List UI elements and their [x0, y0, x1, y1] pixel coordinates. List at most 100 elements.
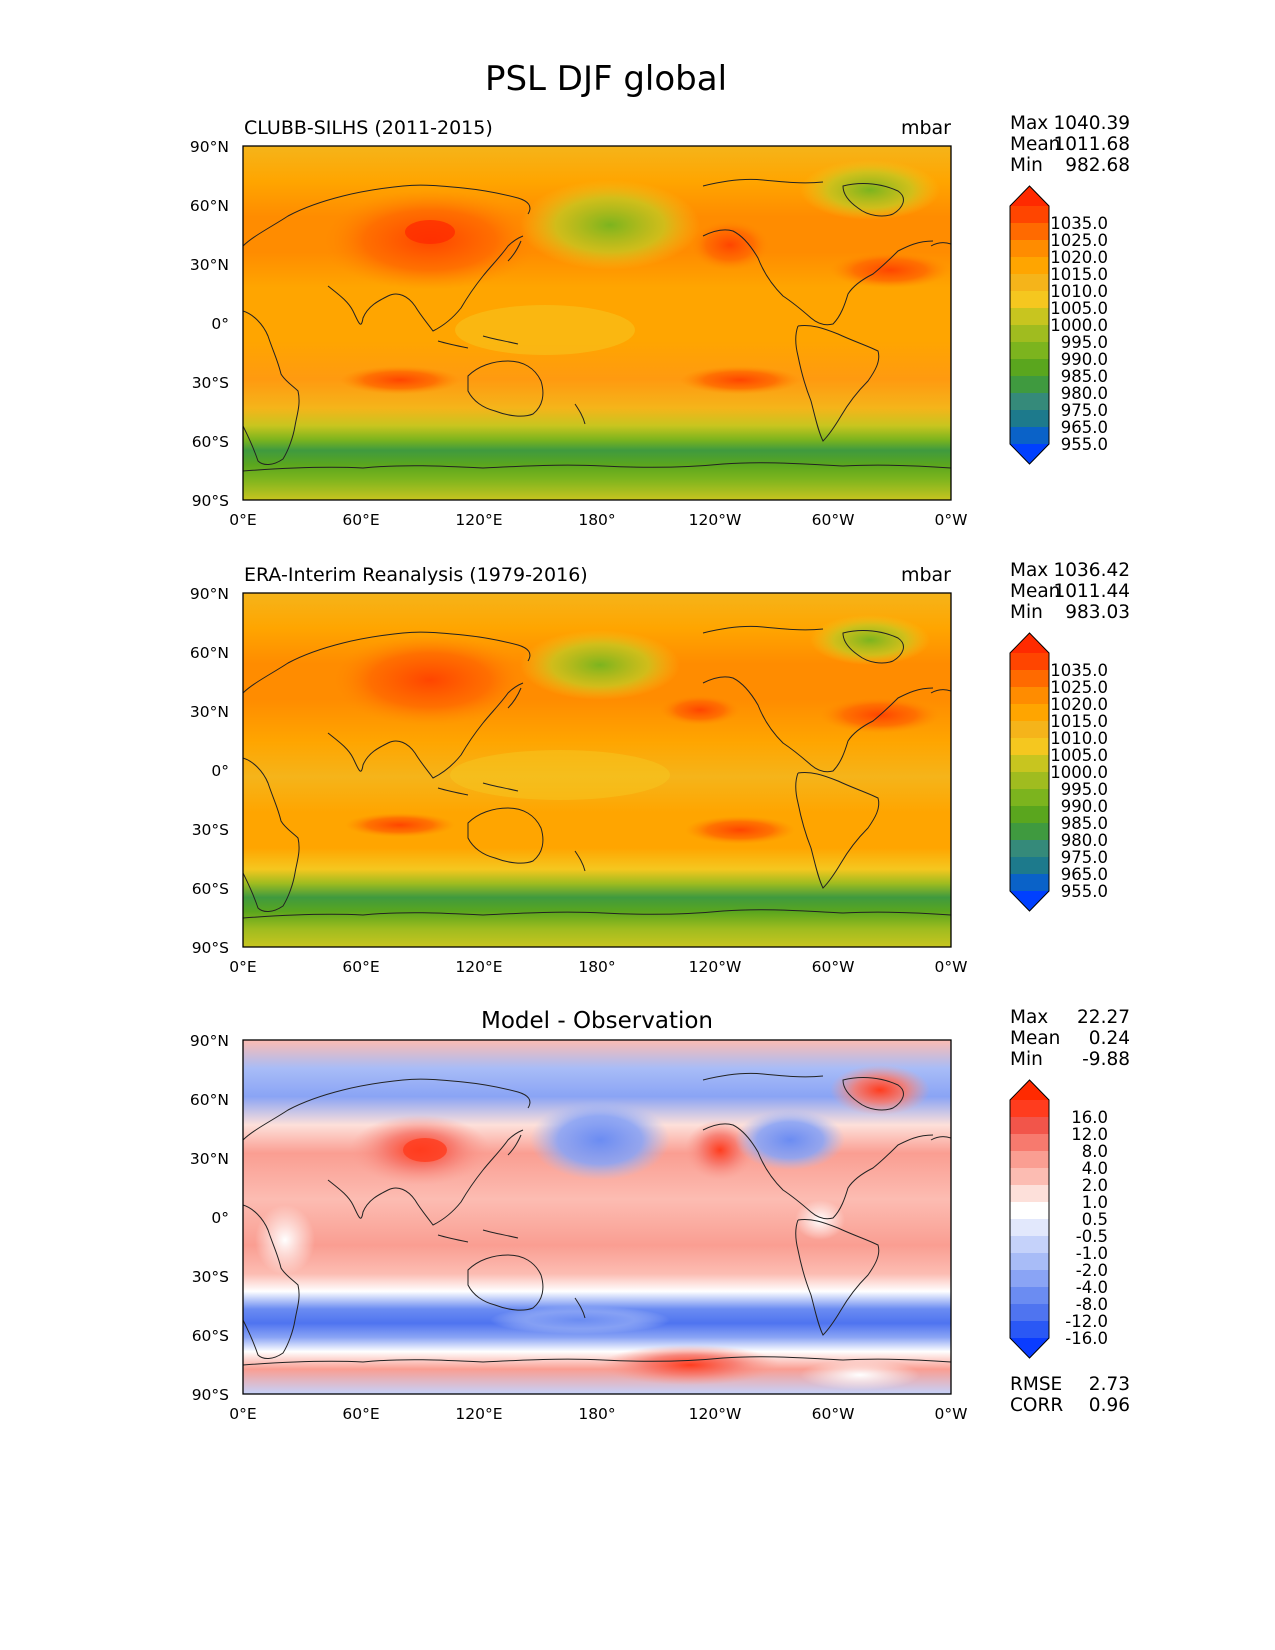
colorbar-segment: [1010, 1185, 1049, 1203]
colorbar-segment: [1010, 427, 1049, 445]
x-tick-label: 120°E: [455, 958, 502, 976]
stat-mean-label: Mean: [1010, 581, 1060, 602]
colorbar-extend-max: [1010, 633, 1049, 653]
stat-max-value: 1036.42: [1053, 560, 1130, 581]
colorbar-tick-label: 1020.0: [1050, 695, 1108, 714]
colorbar-tick-label: 995.0: [1061, 333, 1108, 352]
colorbar-tick-label: 980.0: [1061, 831, 1108, 850]
panel-model-units: mbar: [901, 117, 951, 139]
colorbar-extend-max: [1010, 186, 1049, 206]
colorbar-segment: [1010, 1253, 1049, 1271]
y-tick-label: 0°: [211, 1209, 229, 1227]
colorbar-tick-label: 965.0: [1061, 865, 1108, 884]
colorbar-segment: [1010, 823, 1049, 841]
y-tick-label: 60°N: [190, 1091, 229, 1109]
colorbar-tick-label: 8.0: [1082, 1142, 1108, 1161]
colorbar-segment: [1010, 1321, 1049, 1339]
colorbar-segment: [1010, 274, 1049, 292]
x-tick-label: 60°E: [342, 958, 379, 976]
stat-min-value: -9.88: [1082, 1049, 1130, 1070]
colorbar-tick-label: 1035.0: [1050, 661, 1108, 680]
y-tick-label: 90°N: [190, 138, 229, 156]
panel-obs-frame: [242, 592, 952, 948]
panel-model-frame: [242, 145, 952, 501]
colorbar-tick-label: -0.5: [1076, 1227, 1108, 1246]
colorbar-segment: [1010, 325, 1049, 343]
colorbar-outline: [1009, 185, 1050, 465]
panel-diff-map: [243, 1040, 951, 1394]
colorbar-tick-label: 1015.0: [1050, 265, 1108, 284]
colorbar-tick-label: 975.0: [1061, 848, 1108, 867]
y-tick-label: 90°S: [192, 492, 229, 510]
colorbar-segment: [1010, 223, 1049, 241]
panel-obs-x-ticks: 0°E 60°E 120°E 180° 120°W 60°W 0°W: [229, 958, 967, 976]
x-tick-label: 60°W: [812, 511, 855, 529]
colorbar-tick-label: 985.0: [1061, 367, 1108, 386]
colorbar-segment: [1010, 291, 1049, 309]
colorbar-segment: [1010, 1270, 1049, 1288]
colorbar-tick-label: 990.0: [1061, 797, 1108, 816]
colorbar-segment: [1010, 1287, 1049, 1305]
y-tick-label: 60°S: [192, 880, 229, 898]
y-tick-label: 30°S: [192, 1268, 229, 1286]
panel-obs-stats: Max 1036.42 Mean 1011.44 Min 983.03: [1010, 560, 1130, 623]
colorbar-tick-label: 4.0: [1082, 1159, 1108, 1178]
panel-model-y-ticks: 90°N 60°N 30°N 0° 30°S 60°S 90°S: [190, 138, 229, 510]
panel-obs: ERA-Interim Reanalysis (1979-2016) mbar …: [190, 560, 1130, 976]
colorbar-tick-label: -16.0: [1065, 1329, 1108, 1348]
x-tick-label: 120°W: [689, 958, 742, 976]
colorbar-tick-label: 1.0: [1082, 1193, 1108, 1212]
colorbar-tick-label: 975.0: [1061, 401, 1108, 420]
stat-min-label: Min: [1010, 1049, 1043, 1070]
panel-model-title: CLUBB-SILHS (2011-2015): [244, 117, 493, 139]
stat-corr-label: CORR: [1010, 1395, 1063, 1416]
colorbar-tick-label: -12.0: [1065, 1312, 1108, 1331]
colorbar-tick-label: 985.0: [1061, 814, 1108, 833]
colorbar-segment: [1010, 376, 1049, 394]
x-tick-label: 0°E: [229, 1405, 256, 1423]
colorbar-extend-max: [1010, 1080, 1049, 1100]
panel-obs-title: ERA-Interim Reanalysis (1979-2016): [244, 564, 588, 586]
y-tick-label: 90°N: [190, 1032, 229, 1050]
colorbar-tick-label: -4.0: [1076, 1278, 1108, 1297]
colorbar-segment: [1010, 1100, 1049, 1118]
stat-min-value: 982.68: [1065, 155, 1130, 176]
colorbar-segment: [1010, 1168, 1049, 1186]
colorbar-segment: [1010, 687, 1049, 705]
colorbar-extend-min: [1010, 444, 1049, 464]
colorbar-outline: [1009, 632, 1050, 912]
colorbar-segment: [1010, 721, 1049, 739]
y-tick-label: 90°S: [192, 939, 229, 957]
panel-obs-colorbar: 1035.01025.01020.01015.01010.01005.01000…: [1009, 632, 1108, 912]
y-tick-label: 60°N: [190, 644, 229, 662]
x-tick-label: 180°: [578, 958, 615, 976]
panel-obs-y-ticks: 90°N 60°N 30°N 0° 30°S 60°S 90°S: [190, 585, 229, 957]
colorbar-tick-label: 1025.0: [1050, 678, 1108, 697]
x-tick-label: 180°: [578, 1405, 615, 1423]
y-tick-label: 30°N: [190, 703, 229, 721]
colorbar-tick-label: 980.0: [1061, 384, 1108, 403]
colorbar-tick-label: 955.0: [1061, 882, 1108, 901]
colorbar-tick-label: -2.0: [1076, 1261, 1108, 1280]
panel-diff-frame: [242, 1039, 952, 1395]
panel-diff-stats: Max 22.27 Mean 0.24 Min -9.88 RMSE 2.73 …: [1010, 1007, 1130, 1416]
stat-corr-value: 0.96: [1089, 1395, 1130, 1416]
colorbar-segment: [1010, 1134, 1049, 1152]
panel-model-stats: Max 1040.39 Mean 1011.68 Min 982.68: [1010, 113, 1130, 176]
y-tick-label: 90°N: [190, 585, 229, 603]
colorbar-segment: [1010, 342, 1049, 360]
panel-obs-map: [243, 593, 951, 947]
panel-diff-colorbar: 16.012.08.04.02.01.00.5-0.5-1.0-2.0-4.0-…: [1009, 1079, 1108, 1359]
y-tick-label: 60°S: [192, 433, 229, 451]
colorbar-segment: [1010, 670, 1049, 688]
colorbar-extend-min: [1010, 891, 1049, 911]
x-tick-label: 0°W: [935, 511, 968, 529]
panel-diff-y-ticks: 90°N 60°N 30°N 0° 30°S 60°S 90°S: [190, 1032, 229, 1404]
colorbar-segment: [1010, 1151, 1049, 1169]
colorbar-segment: [1010, 1304, 1049, 1322]
colorbar-segment: [1010, 359, 1049, 377]
colorbar-tick-label: 1020.0: [1050, 248, 1108, 267]
x-tick-label: 120°W: [689, 511, 742, 529]
colorbar-outline: [1009, 1079, 1050, 1359]
